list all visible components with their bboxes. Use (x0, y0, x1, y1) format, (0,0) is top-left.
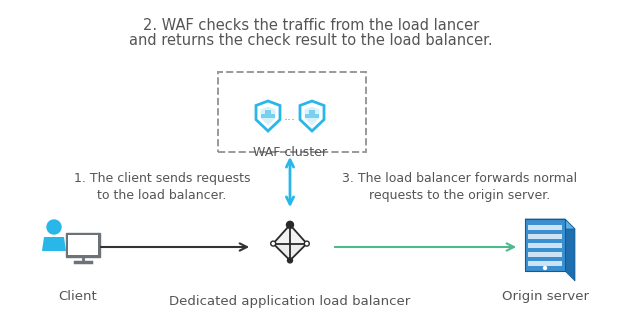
Bar (528, 243, 562, 248)
FancyBboxPatch shape (66, 233, 100, 257)
Polygon shape (273, 225, 290, 260)
Bar (528, 252, 562, 257)
Circle shape (47, 220, 61, 234)
Bar (261, 114, 274, 118)
Bar (528, 261, 562, 266)
Bar (265, 110, 271, 114)
Circle shape (543, 266, 547, 270)
Text: Dedicated application load balancer: Dedicated application load balancer (170, 295, 410, 308)
Text: ...: ... (284, 110, 296, 123)
Bar (528, 234, 562, 239)
Polygon shape (525, 219, 575, 229)
Polygon shape (304, 107, 319, 125)
Circle shape (271, 241, 276, 246)
Circle shape (288, 258, 292, 263)
Bar (218, 72, 366, 152)
Circle shape (286, 221, 294, 228)
Bar (528, 225, 562, 230)
Text: WAF cluster: WAF cluster (253, 146, 327, 159)
Text: 1. The client sends requests
to the load balancer.: 1. The client sends requests to the load… (74, 172, 250, 202)
Polygon shape (290, 225, 307, 260)
Bar (309, 110, 315, 114)
Text: 2. WAF checks the traffic from the load lancer: 2. WAF checks the traffic from the load … (143, 18, 479, 33)
Circle shape (304, 241, 309, 246)
Text: Client: Client (58, 290, 97, 303)
Text: and returns the check result to the load balancer.: and returns the check result to the load… (129, 33, 493, 48)
Polygon shape (565, 219, 575, 281)
Polygon shape (42, 237, 66, 251)
Polygon shape (261, 107, 276, 125)
Polygon shape (273, 244, 307, 260)
FancyBboxPatch shape (68, 235, 98, 255)
Bar (525, 219, 565, 271)
Text: Origin server: Origin server (502, 290, 589, 303)
Text: 3. The load balancer forwards normal
requests to the origin server.: 3. The load balancer forwards normal req… (342, 172, 578, 202)
Bar (306, 114, 319, 118)
